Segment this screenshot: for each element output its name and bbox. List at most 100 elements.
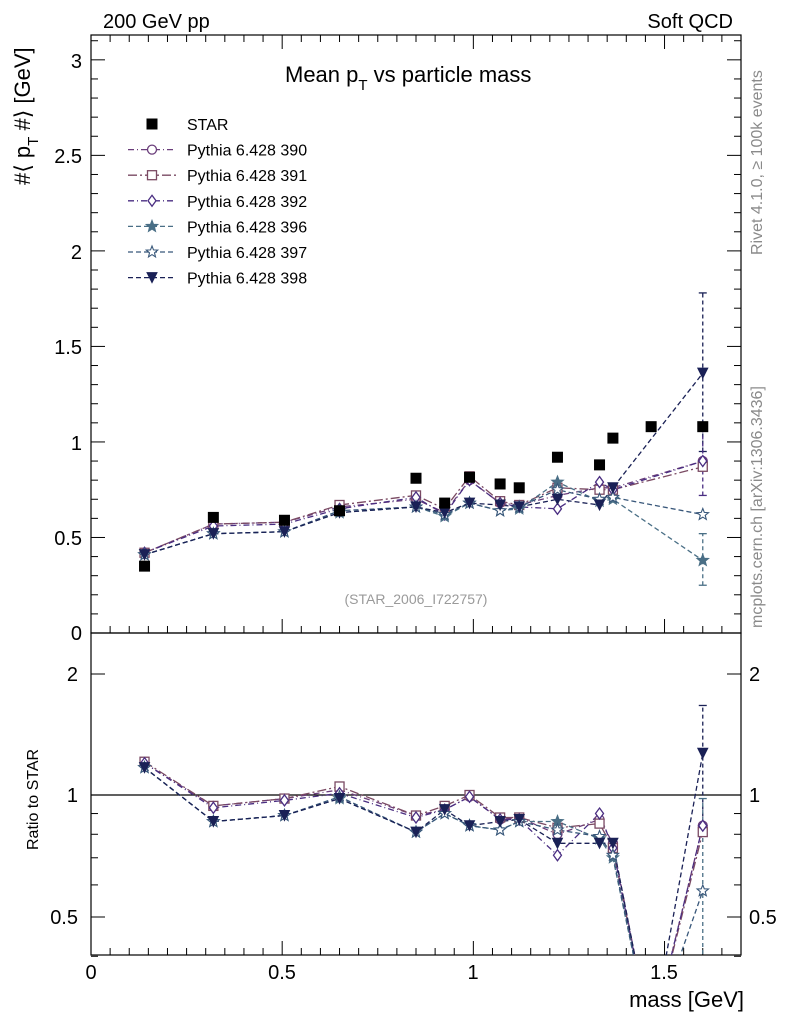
ratio-point (513, 814, 526, 826)
ratio-series-group (137, 704, 710, 955)
star-data-point (410, 472, 422, 484)
ratio-point (463, 820, 476, 832)
series-point (607, 482, 619, 494)
header-right: Soft QCD (647, 11, 733, 33)
title-rest: vs particle mass (368, 62, 532, 87)
legend-marker (146, 170, 158, 181)
ratio-point (438, 804, 451, 816)
main-series-group (137, 292, 710, 586)
series-point (550, 482, 565, 496)
series-point (410, 501, 422, 514)
series-point (207, 528, 220, 540)
x-tick-label: 1.5 (650, 962, 678, 984)
y-tick-label: 2.5 (54, 146, 82, 168)
series-line (144, 460, 703, 554)
ratio-point (550, 822, 565, 837)
ratio-tick-label-right: 2 (749, 664, 760, 686)
chart-title: Mean pT vs particle mass (285, 62, 531, 94)
star-data-point (464, 471, 476, 483)
y-tick-label: 3 (71, 51, 82, 73)
series-point (593, 499, 606, 512)
series-point (695, 507, 710, 521)
series-point (594, 475, 605, 489)
ratio-point (411, 810, 421, 825)
legend-marker (146, 272, 158, 284)
axis-ticks (90, 35, 742, 957)
series-point (697, 454, 708, 468)
legend-label: Pythia 6.428 392 (187, 194, 307, 211)
legend-marker (146, 144, 158, 155)
star-data-point (278, 514, 290, 526)
y-axis-label: #⟨ pT #⟩ [GeV] (10, 47, 42, 185)
x-tick-labels: 0 0.5 1 1.5 (85, 962, 677, 984)
star-data-point (697, 421, 709, 433)
ratio-point (697, 819, 708, 833)
ratio-panel-frame (90, 632, 742, 956)
ratio-point (464, 790, 475, 804)
series-line (144, 481, 704, 561)
ratio-point (494, 816, 506, 828)
legend: STAR Pythia 6.428 390 Pythia 6.428 391 Pyth… (128, 117, 307, 288)
y-tick-labels-ratio: 0.5 1 2 0.5 1 2 (50, 664, 777, 929)
y-tick-label: 0 (71, 623, 82, 645)
legend-label: Pythia 6.428 398 (187, 271, 307, 288)
legend-marker (144, 218, 160, 233)
legend-label: Pythia 6.428 397 (187, 245, 307, 262)
star-data-point (607, 432, 619, 444)
ratio-point (593, 837, 606, 850)
ratio-point (279, 793, 290, 807)
ratio-point (551, 837, 564, 850)
side-text-mcplots: mcplots.cern.ch [arXiv:1306.3436] (749, 386, 766, 628)
legend-label: STAR (187, 117, 228, 134)
x-tick-label: 0 (85, 962, 96, 984)
ratio-point (208, 801, 219, 815)
ratio-point (333, 793, 346, 805)
ratio-point (594, 806, 605, 821)
ratio-point (696, 747, 709, 760)
star-data-point (513, 482, 525, 494)
ratio-series-line (144, 753, 704, 955)
x-axis-label: mass [GeV] (629, 987, 744, 1012)
ratio-point (207, 816, 220, 828)
analysis-id-watermark: (STAR_2006_I722757) (345, 591, 488, 607)
ratio-point (695, 883, 710, 897)
star-data-point (645, 421, 657, 433)
ratio-point (605, 847, 621, 862)
ratio-series-line (144, 761, 704, 955)
header-left: 200 GeV pp (103, 11, 210, 33)
legend-label: Pythia 6.428 396 (187, 219, 307, 236)
ratio-tick-label-right: 1 (749, 785, 760, 807)
ratio-tick-label: 0.5 (50, 907, 78, 929)
star-data-point (494, 478, 506, 490)
legend-marker-star (146, 118, 158, 130)
legend-marker (147, 194, 157, 208)
ratio-point (138, 762, 151, 774)
legend-label: Pythia 6.428 391 (187, 168, 307, 185)
ratio-axis-label: Ratio to STAR (25, 749, 42, 850)
ratio-point (492, 822, 508, 837)
star-data-point (139, 560, 151, 572)
series-point (463, 497, 476, 510)
y-tick-label: 2 (71, 242, 82, 264)
x-tick-label: 1 (467, 962, 478, 984)
series-point (551, 493, 564, 506)
svg-text:#⟨ pT #⟩ [GeV]: #⟨ pT #⟩ [GeV] (10, 47, 42, 185)
y-axis-label-a: #⟨ p (10, 146, 35, 185)
series-point (552, 502, 563, 516)
y-axis-label-b: #⟩ [GeV] (10, 47, 35, 136)
ratio-series-line (144, 767, 704, 955)
star-data-point (594, 459, 606, 471)
y-tick-label: 0.5 (54, 528, 82, 550)
series-point (513, 501, 526, 514)
ratio-point (410, 826, 422, 839)
y-axis-label-sub: T (25, 137, 42, 146)
series-point (605, 489, 620, 504)
legend-label: Pythia 6.428 390 (187, 143, 307, 160)
ratio-tick-label: 1 (67, 785, 78, 807)
ratio-point (594, 818, 605, 829)
series-point (494, 499, 506, 512)
series-point (138, 549, 151, 561)
ratio-tick-label: 2 (67, 664, 78, 686)
series-line (144, 460, 703, 554)
